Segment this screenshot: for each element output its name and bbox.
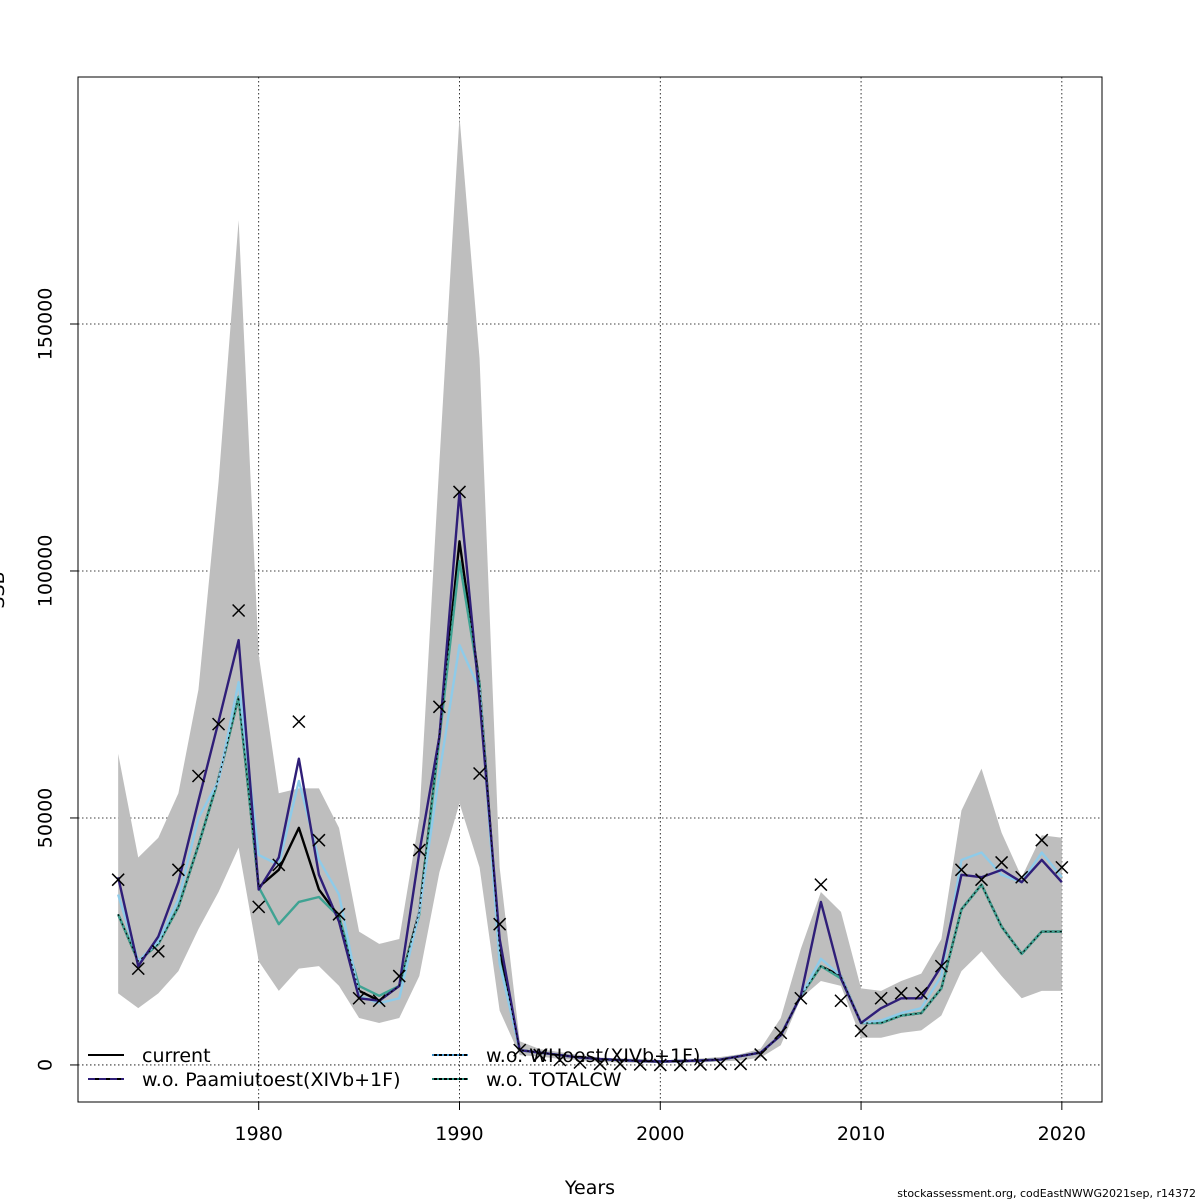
observation-marker: [774, 1026, 788, 1040]
y-tick-label-3: 150000: [35, 288, 57, 361]
observation-marker: [392, 969, 406, 983]
observation-marker: [171, 863, 185, 877]
observation-marker: [1055, 860, 1069, 874]
observation-marker: [995, 855, 1009, 869]
y-axis-title: SSB: [0, 571, 9, 608]
observation-marker: [734, 1057, 748, 1071]
legend-item-0: current: [88, 1045, 211, 1067]
observation-marker: [252, 900, 266, 914]
observation-marker: [974, 873, 989, 887]
legend-label-2: w.o. WHoest(XIVb+1F): [486, 1045, 700, 1067]
observation-marker: [272, 858, 286, 872]
legend-label-3: w.o. TOTALCW: [486, 1069, 622, 1091]
observation-marker: [754, 1048, 768, 1062]
observation-marker: [874, 991, 888, 1005]
observation-marker: [914, 986, 928, 1000]
observation-marker: [814, 878, 828, 892]
observation-marker: [954, 863, 968, 877]
x-tick-label-3: 2010: [837, 1123, 885, 1145]
observation-marker: [673, 1058, 687, 1072]
credit-text: stockassessment.org, codEastNWWG2021sep,…: [897, 1187, 1196, 1200]
observation-marker: [593, 1057, 607, 1071]
series-layer: [116, 490, 1063, 1063]
observation-marker: [573, 1055, 587, 1070]
observation-marker: [934, 959, 948, 973]
observation-marker: [131, 962, 145, 976]
observation-marker: [111, 873, 125, 887]
observation-marker: [653, 1058, 667, 1072]
y-tick-label-1: 50000: [35, 788, 57, 848]
legend-item-1: w.o. Paamiutoest(XIVb+1F): [88, 1069, 400, 1091]
observation-marker: [553, 1053, 567, 1067]
observation-marker: [894, 986, 908, 1000]
observation-marker: [1035, 833, 1049, 847]
observation-marker: [613, 1057, 627, 1071]
confidence-band: [118, 116, 1062, 1063]
legend-item-3: w.o. TOTALCW: [432, 1069, 622, 1091]
y-tick-label-0: 0: [35, 1059, 57, 1071]
y-axis: 0 50000 100000 150000: [35, 288, 78, 1071]
observation-marker: [332, 907, 346, 921]
observation-marker: [713, 1057, 728, 1071]
x-axis-title: Years: [564, 1177, 615, 1199]
legend-item-2: w.o. WHoest(XIVb+1F): [432, 1045, 700, 1067]
observation-marker: [452, 485, 467, 499]
series-line-1: [116, 490, 1063, 1063]
legend-label-1: w.o. Paamiutoest(XIVb+1F): [142, 1069, 400, 1091]
observation-marker: [372, 994, 386, 1008]
observation-marker: [513, 1043, 527, 1057]
x-tick-label-0: 1980: [235, 1123, 283, 1145]
legend-label-0: current: [142, 1045, 211, 1067]
confidence-band-layer: [118, 116, 1062, 1063]
observation-marker: [292, 715, 306, 729]
x-tick-label-4: 2020: [1038, 1123, 1086, 1145]
observation-marker: [693, 1057, 707, 1071]
observation-marker: [533, 1048, 547, 1062]
observation-marker: [232, 603, 246, 618]
x-axis: 1980 1990 2000 2010 2020: [235, 1101, 1086, 1145]
observation-marker: [151, 944, 165, 958]
observation-marker: [352, 991, 366, 1005]
observations-layer: [111, 485, 1069, 1072]
observation-marker: [473, 766, 487, 781]
x-tick-label-2: 2000: [636, 1123, 684, 1145]
observation-marker: [794, 991, 808, 1005]
observation-marker: [212, 717, 226, 731]
y-tick-label-2: 100000: [35, 535, 57, 608]
observation-marker: [834, 994, 848, 1008]
observation-marker: [412, 843, 426, 857]
observation-marker: [312, 833, 326, 847]
observation-marker: [633, 1057, 647, 1071]
x-tick-label-1: 1990: [435, 1123, 483, 1145]
observation-marker: [493, 917, 507, 931]
observation-marker: [191, 769, 206, 783]
series-line-current-overlay: [117, 541, 1062, 1062]
observation-marker: [432, 700, 446, 714]
observation-marker: [854, 1024, 868, 1038]
observation-marker: [1015, 870, 1029, 884]
